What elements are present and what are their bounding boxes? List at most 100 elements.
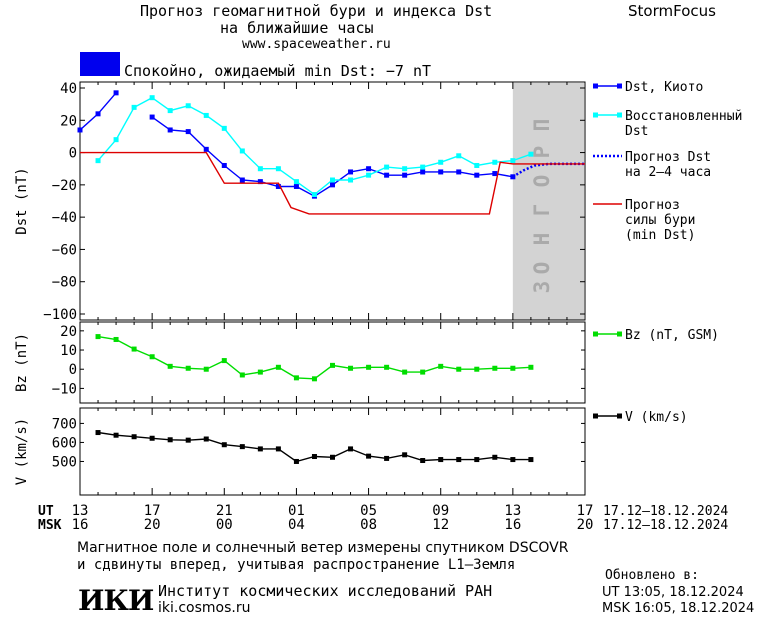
dst-series-0-point	[510, 174, 516, 180]
ut-tick-label: 09	[432, 503, 449, 519]
dst-series-1-point	[330, 177, 335, 183]
dst-series-1-point	[113, 137, 119, 143]
footer-note-line1: Магнитное поле и солнечный ветер измерен…	[77, 540, 569, 556]
dst-series-1-point	[185, 103, 191, 109]
legend-marker	[617, 331, 622, 337]
legend-marker	[617, 413, 622, 419]
bz-series-0-point	[131, 346, 137, 352]
msk-tick-label: 16	[72, 517, 89, 533]
dst-series-1-point	[311, 192, 317, 198]
ut-tick-label: 17	[144, 503, 161, 519]
dst-series-0-point	[384, 172, 390, 178]
legend-label: Dst, Киото	[625, 80, 703, 95]
bz-series-0-point	[185, 365, 191, 371]
dst-series-1-point	[348, 177, 354, 183]
dst-y-tick-label: 0	[69, 146, 77, 162]
dst-series-1-point	[420, 164, 426, 170]
ut-tick-label: 13	[72, 503, 89, 519]
dst-series-1-point	[528, 151, 534, 157]
v-series-0-point	[203, 436, 209, 442]
bz-series-0-point	[293, 375, 299, 381]
dst-series-1-point	[275, 166, 281, 172]
dst-series-1-point	[239, 148, 245, 154]
dst-series-1-point	[456, 153, 462, 159]
dst-y-tick-label: −80	[52, 275, 77, 291]
legend-label: Bz (nT, GSM)	[625, 328, 719, 343]
msk-tick-label: 20	[577, 517, 594, 533]
dst-series-2-line	[512, 162, 585, 178]
bz-series-0-point	[438, 363, 444, 369]
msk-tick-label: 20	[144, 517, 161, 533]
updated-msk: MSK 16:05, 18.12.2024	[602, 601, 755, 616]
v-series-0-point	[510, 457, 516, 463]
dst-series-1-point	[293, 179, 299, 185]
dst-series-0-point	[330, 182, 335, 188]
dst-series-0-point	[492, 171, 498, 177]
dst-series-0-point	[239, 177, 245, 183]
legend-marker	[593, 83, 598, 89]
v-series-0-point	[492, 454, 498, 460]
institute-url[interactable]: iki.cosmos.ru	[158, 600, 251, 616]
dst-series-1-point	[402, 166, 408, 172]
msk-row-label: MSK	[38, 518, 62, 533]
dst-series-0-point	[185, 129, 191, 135]
legend: Dst, Киото Восстановленный Dst Прогноз Dst н…	[593, 80, 742, 425]
dst-series-1-point	[95, 158, 101, 164]
bz-series-0-point	[348, 365, 354, 371]
msk-tick-label: 00	[216, 517, 233, 533]
dst-y-tick-label: 20	[60, 113, 77, 129]
dst-series-0-point	[474, 172, 480, 178]
dst-series-0-point	[257, 179, 263, 185]
dst-series-0-point	[402, 172, 408, 178]
v-series-0-point	[474, 457, 480, 463]
dst-y-tick-label: −20	[52, 178, 77, 194]
dst-series-1-point	[203, 112, 209, 118]
forecast-band-letter: Г	[530, 204, 554, 217]
v-series-0-point	[384, 455, 390, 461]
ut-tick-label: 21	[216, 503, 233, 519]
msk-tick-label: 04	[288, 517, 305, 533]
site-url[interactable]: www.spaceweather.ru	[242, 37, 391, 52]
v-series-0-point	[113, 432, 119, 438]
dst-series-0-point	[167, 127, 173, 133]
v-series-0-point	[275, 446, 281, 452]
v-series-0-point	[456, 457, 462, 463]
dst-axis-frame	[79, 81, 586, 321]
dst-series-1-point	[474, 162, 480, 168]
dst-y-axis-label: Dst (nT)	[14, 167, 30, 234]
v-series-0-point	[366, 453, 372, 459]
chart-title-line2: на ближайшие часы	[220, 19, 374, 37]
v-series-0-point	[149, 435, 155, 441]
ut-row-label: UT	[38, 504, 54, 519]
bz-series-0-point	[275, 364, 281, 370]
dst-series-0-point	[456, 169, 462, 175]
bz-series-0-point	[510, 365, 516, 371]
bz-panel: 20 10 0 −10 Bz (nT)	[14, 321, 586, 404]
msk-date-range: 17.12–18.12.2024	[603, 518, 728, 533]
v-series-0-point	[167, 437, 173, 443]
chart-title-line1: Прогноз геомагнитной бури и индекса Dst	[140, 2, 493, 20]
legend-marker	[593, 413, 598, 419]
bz-y-tick-label: 0	[69, 362, 77, 378]
dst-series-0-point	[293, 183, 299, 189]
bz-series-0-point	[420, 369, 426, 375]
dst-series-0-point	[95, 111, 101, 117]
v-series-0-point	[348, 446, 354, 452]
legend-label: Прогноз Dst на 2–4 часа	[625, 150, 711, 180]
dst-series-3-line	[80, 151, 585, 215]
bz-series-0-point	[221, 358, 227, 364]
legend-label: Прогноз силы бури (min Dst)	[625, 198, 695, 243]
forecast-band-letter: П	[530, 119, 554, 132]
ut-tick-label: 13	[504, 503, 521, 519]
v-series-0-point	[420, 458, 426, 464]
bz-series-0-point	[167, 363, 173, 369]
v-series-0-point	[438, 457, 444, 463]
bz-y-tick-label: 20	[60, 324, 77, 340]
legend-label: Восстановленный Dst	[625, 109, 742, 139]
legend-marker	[617, 83, 622, 89]
v-series-0-point	[402, 452, 408, 458]
dst-series-1-point	[492, 159, 498, 165]
dst-series-1-point	[438, 159, 444, 165]
